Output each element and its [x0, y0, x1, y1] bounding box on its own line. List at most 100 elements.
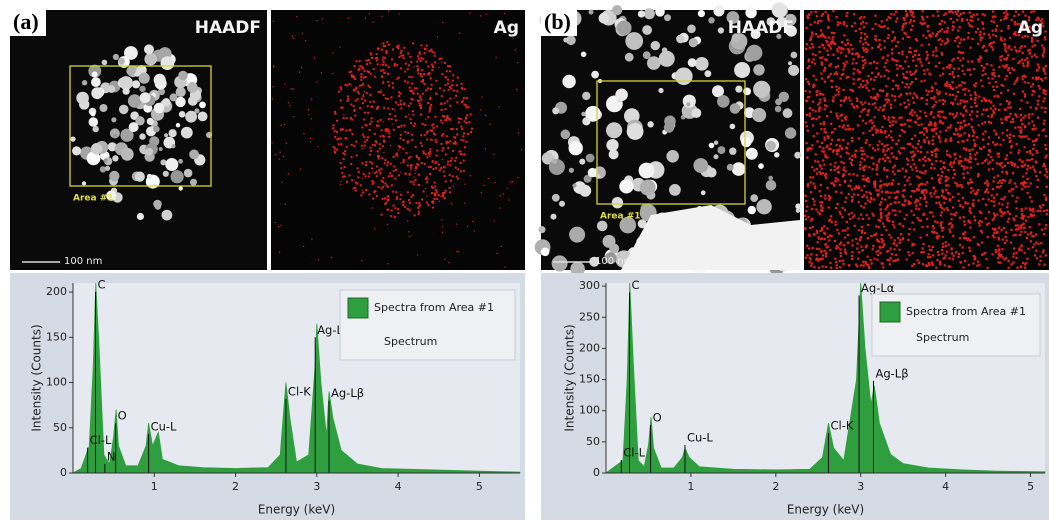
ag-signal	[959, 59, 962, 62]
particle	[144, 44, 154, 55]
particle	[717, 95, 730, 108]
ag-signal	[809, 176, 812, 179]
particle	[790, 51, 798, 59]
ag-signal	[893, 38, 896, 41]
ag-signal	[955, 251, 958, 254]
ag-signal	[918, 208, 921, 211]
ag-signal	[865, 22, 868, 25]
ag-signal	[843, 117, 846, 120]
ag-signal	[344, 83, 347, 86]
ag-signal	[1024, 59, 1027, 62]
ag-signal	[1019, 224, 1022, 227]
ag-signal	[903, 204, 906, 207]
ag-signal	[423, 83, 426, 85]
ag-signal	[940, 20, 943, 23]
ag-signal	[886, 169, 889, 172]
ag-signal	[904, 32, 907, 35]
ag-signal	[459, 162, 462, 164]
ag-signal	[1035, 249, 1038, 252]
ag-signal	[804, 214, 807, 217]
ag-signal	[823, 108, 826, 111]
ag-signal	[870, 198, 873, 201]
ag-signal	[895, 10, 898, 13]
ag-signal	[1027, 185, 1030, 188]
ag-signal	[429, 150, 432, 153]
ag-signal	[821, 172, 825, 175]
ag-signal	[896, 59, 899, 63]
ag-signal	[930, 129, 933, 132]
ag-signal	[395, 191, 398, 194]
ag-signal	[967, 160, 971, 163]
ag-signal	[957, 14, 960, 17]
ag-signal	[856, 78, 860, 81]
ag-signal	[944, 116, 947, 120]
ag-signal	[387, 73, 390, 75]
ag-signal	[813, 185, 816, 188]
particle	[86, 151, 101, 166]
ag-signal	[480, 109, 482, 111]
ag-signal	[1000, 162, 1003, 165]
ag-signal	[346, 84, 349, 87]
particle	[170, 170, 184, 184]
ag-signal	[459, 170, 462, 173]
ag-signal	[960, 164, 963, 168]
ag-signal	[966, 171, 969, 174]
ag-signal	[939, 160, 942, 163]
ag-signal	[358, 67, 361, 70]
ag-signal	[985, 108, 989, 111]
ag-signal	[942, 99, 945, 102]
ag-signal	[865, 196, 868, 199]
ag-signal	[837, 139, 840, 142]
ag-signal	[473, 230, 475, 232]
ag-signal	[887, 70, 890, 73]
ag-signal	[369, 72, 372, 75]
ag-signal	[836, 153, 839, 156]
ag-signal	[858, 77, 861, 81]
ag-signal	[425, 44, 428, 47]
ag-signal	[364, 111, 366, 114]
ag-signal	[416, 60, 419, 63]
peak-label: Cl-K	[288, 384, 311, 398]
ag-signal	[363, 140, 366, 143]
ag-signal	[388, 132, 391, 135]
particle	[107, 142, 117, 152]
ag-signal	[398, 146, 401, 149]
ag-signal	[848, 173, 851, 176]
ag-signal	[927, 124, 931, 127]
ag-signal	[848, 96, 851, 99]
ag-signal	[878, 203, 881, 206]
ag-signal	[976, 110, 979, 113]
ag-signal	[807, 216, 810, 219]
ag-signal	[951, 224, 954, 227]
ag-signal	[818, 101, 821, 104]
ag-signal	[872, 244, 875, 247]
area-label: Area #1	[600, 212, 641, 222]
ag-signal	[432, 126, 435, 129]
ag-signal	[839, 155, 842, 158]
ag-signal	[400, 54, 403, 57]
ag-signal	[811, 108, 814, 112]
ag-signal	[434, 61, 437, 64]
ag-signal	[1042, 249, 1045, 252]
ag-signal	[953, 116, 956, 119]
ag-signal	[1032, 140, 1035, 143]
ag-signal	[811, 144, 814, 147]
ag-signal	[363, 136, 366, 139]
ag-signal	[393, 64, 396, 67]
particle	[708, 142, 715, 149]
ag-signal	[874, 37, 877, 41]
ag-signal	[391, 108, 394, 111]
ag-signal	[918, 170, 922, 173]
ag-signal	[812, 135, 815, 138]
ag-signal	[962, 140, 965, 143]
ag-signal	[944, 245, 947, 248]
ag-signal	[352, 76, 355, 78]
ag-signal	[376, 120, 379, 123]
particle	[746, 44, 763, 61]
ag-signal	[1021, 215, 1025, 218]
particle	[731, 162, 746, 176]
ag-signal	[1015, 228, 1018, 231]
ag-signal	[959, 204, 962, 208]
ag-signal	[332, 124, 335, 127]
ag-signal	[808, 90, 811, 93]
